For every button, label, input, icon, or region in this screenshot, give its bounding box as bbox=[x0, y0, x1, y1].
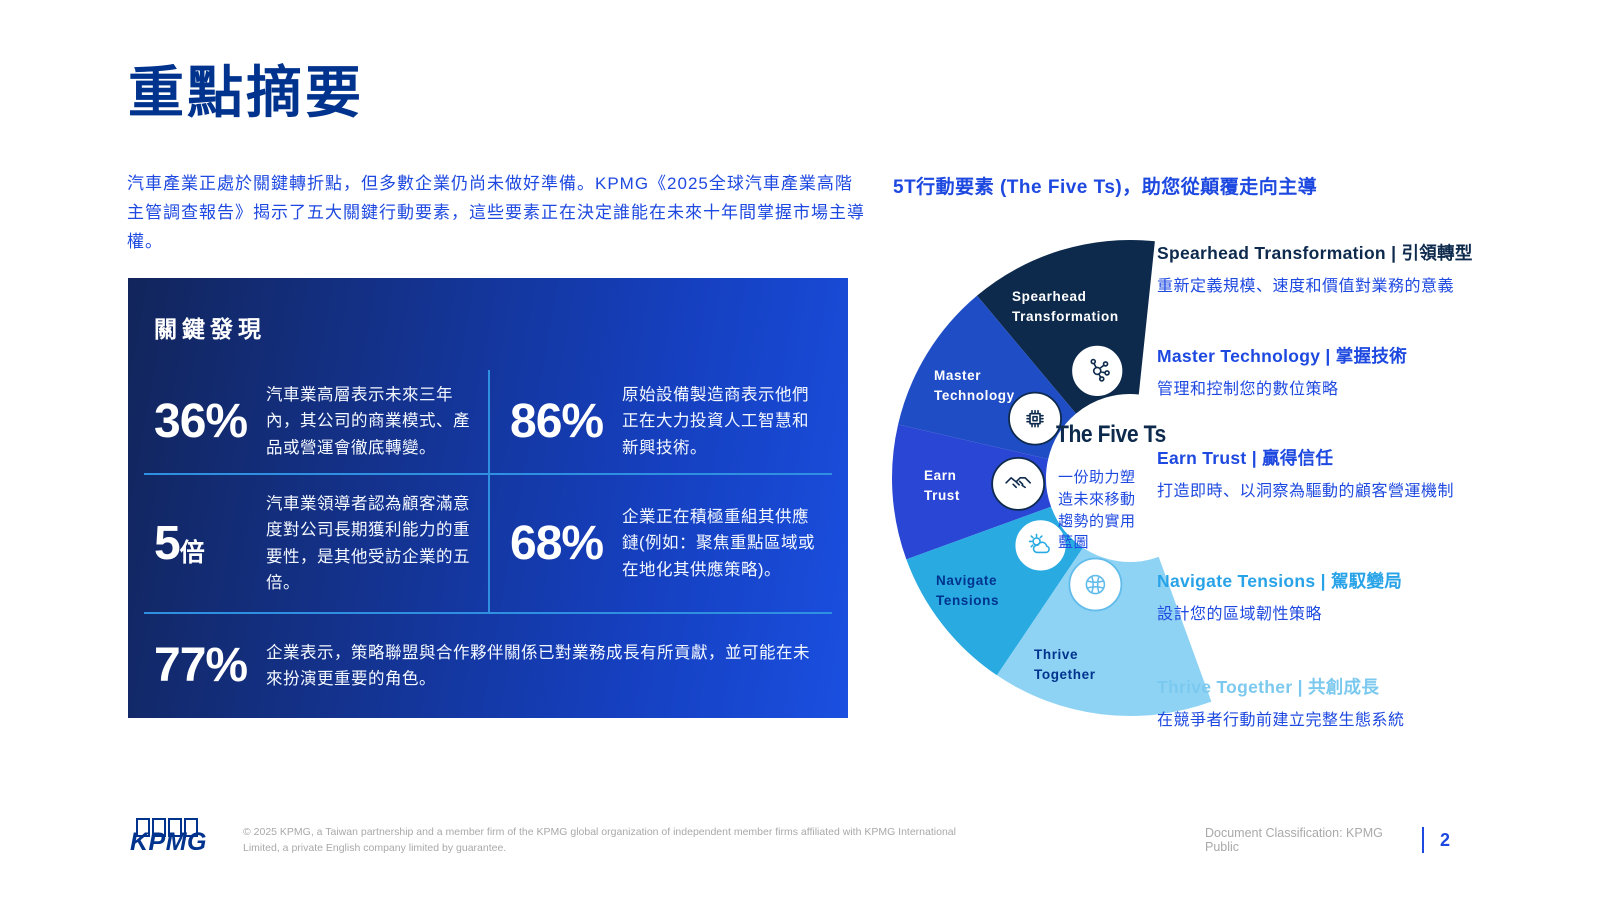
stat-86: 86% 原始設備製造商表示他們正在大力投資人工智慧和新興技術。 bbox=[488, 370, 832, 473]
five-ts-wheel bbox=[892, 240, 1212, 716]
wheel-center-title: The Five Ts bbox=[1056, 421, 1166, 448]
stat-text: 汽車業領導者認為顧客滿意度對公司長期獲利能力的重要性，是其他受訪企業的五倍。 bbox=[266, 494, 470, 592]
stat-value: 86% bbox=[510, 394, 604, 448]
stat-value: 77% bbox=[154, 639, 248, 692]
five-ts-item-title: Earn Trust | 贏得信任 bbox=[1157, 448, 1334, 468]
stat-text: 原始設備製造商表示他們正在大力投資人工智慧和新興技術。 bbox=[622, 385, 809, 457]
stat-value: 68% bbox=[510, 516, 604, 570]
classification-group: Document Classification: KPMG Public 2 bbox=[1205, 826, 1450, 854]
handshake-icon bbox=[991, 456, 1046, 511]
key-findings-heading: 關鍵發現 bbox=[154, 316, 266, 342]
key-findings-row-3: 77% 企業表示，策略聯盟與合作夥伴關係已對業務成長有所貢獻，並可能在未來扮演更… bbox=[144, 614, 832, 718]
kpmg-logo-text: KPMG bbox=[130, 828, 207, 856]
five-ts-wheel-diagram: Spearhead Transformation Master Technolo… bbox=[890, 238, 1370, 718]
five-ts-item-title: Spearhead Transformation | 引領轉型 bbox=[1157, 243, 1473, 263]
key-findings-row-1: 36% 汽車業高層表示未來三年內，其公司的商業模式、產品或營運會徹底轉變。 86… bbox=[144, 370, 832, 473]
five-ts-item-title: Master Technology | 掌握技術 bbox=[1157, 346, 1407, 366]
wheel-segment-thrive-together bbox=[996, 547, 1212, 716]
classification-text: Document Classification: KPMG Public bbox=[1205, 826, 1383, 854]
page-title: 重點摘要 bbox=[128, 61, 364, 124]
five-ts-item-desc: 在競爭者行動前建立完整生態系統 bbox=[1157, 712, 1405, 729]
stat-36: 36% 汽車業高層表示未來三年內，其公司的商業模式、產品或營運會徹底轉變。 bbox=[144, 370, 488, 473]
wedge-label-thrive: Thrive Together bbox=[1034, 647, 1096, 682]
five-ts-item-title: Thrive Together | 共創成長 bbox=[1157, 677, 1380, 697]
five-ts-item-title: Navigate Tensions | 駕馭變局 bbox=[1157, 571, 1403, 591]
kpmg-logo: KPMG bbox=[130, 818, 207, 857]
stat-value: 5 bbox=[154, 516, 181, 570]
intro-paragraph: 汽車產業正處於關鍵轉折點，但多數企業仍尚未做好準備。KPMG《2025全球汽車產… bbox=[127, 174, 865, 251]
stat-text: 汽車業高層表示未來三年內，其公司的商業模式、產品或營運會徹底轉變。 bbox=[266, 385, 470, 457]
classification-separator bbox=[1422, 827, 1424, 853]
wedge-label-navigate: Navigate Tensions bbox=[936, 573, 1000, 608]
five-ts-item-spearhead: Spearhead Transformation | 引領轉型 重新定義規模、速… bbox=[1157, 240, 1600, 296]
wedge-label-master: Master Technology bbox=[934, 368, 1015, 403]
five-ts-item-master: Master Technology | 掌握技術 管理和控制您的數位策略 bbox=[1157, 343, 1600, 399]
five-ts-item-earn: Earn Trust | 贏得信任 打造即時、以洞察為驅動的顧客營運機制 bbox=[1157, 445, 1600, 501]
divider bbox=[144, 612, 832, 614]
key-findings-panel: 關鍵發現 36% 汽車業高層表示未來三年內，其公司的商業模式、產品或營運會徹底轉… bbox=[128, 278, 848, 718]
stat-value: 36% bbox=[154, 394, 248, 448]
page-number: 2 bbox=[1439, 829, 1450, 850]
five-ts-item-desc: 管理和控制您的數位策略 bbox=[1157, 381, 1339, 398]
copyright-text: © 2025 KPMG, a Taiwan partnership and a … bbox=[243, 826, 956, 855]
divider bbox=[144, 473, 832, 475]
wheel-center-description: 一份助力塑造未來移動趨勢的實用藍圖 bbox=[1058, 469, 1136, 552]
stat-suffix: 倍 bbox=[179, 539, 205, 567]
stat-77: 77% 企業表示，策略聯盟與合作夥伴關係已對業務成長有所貢獻，並可能在未來扮演更… bbox=[144, 640, 832, 693]
sun-cloud-icon bbox=[1013, 518, 1068, 573]
network-icon bbox=[1070, 343, 1125, 398]
five-ts-heading: 5T行動要素 (The Five Ts)，助您從顛覆走向主導 bbox=[893, 177, 1318, 198]
five-ts-item-navigate: Navigate Tensions | 駕馭變局 設計您的區域韌性策略 bbox=[1157, 568, 1600, 624]
five-ts-item-desc: 設計您的區域韌性策略 bbox=[1157, 606, 1323, 623]
stat-68: 68% 企業正在積極重組其供應鏈(例如：聚焦重點區域或在地化其供應策略)。 bbox=[488, 475, 832, 612]
wedge-label-earn: Earn Trust bbox=[924, 468, 961, 503]
kpmg-logo-rects bbox=[136, 818, 207, 837]
wedge-label-spearhead: Spearhead Transformation bbox=[1012, 289, 1119, 324]
stat-text: 企業正在積極重組其供應鏈(例如：聚焦重點區域或在地化其供應策略)。 bbox=[622, 507, 815, 579]
stat-text: 企業表示，策略聯盟與合作夥伴關係已對業務成長有所貢獻，並可能在未來扮演更重要的角… bbox=[266, 643, 810, 688]
five-ts-item-desc: 打造即時、以洞察為驅動的顧客營運機制 bbox=[1157, 483, 1455, 500]
head-chip-icon bbox=[1008, 391, 1062, 446]
ecosystem-icon bbox=[1068, 557, 1123, 612]
five-ts-item-desc: 重新定義規模、速度和價值對業務的意義 bbox=[1157, 278, 1455, 295]
five-ts-item-thrive: Thrive Together | 共創成長 在競爭者行動前建立完整生態系統 bbox=[1157, 674, 1600, 730]
